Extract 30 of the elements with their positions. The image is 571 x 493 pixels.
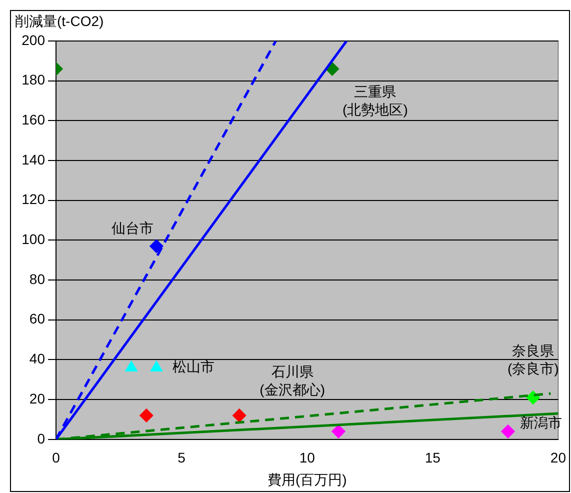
- point: [232, 408, 246, 422]
- point: [150, 239, 164, 253]
- point: [526, 390, 540, 404]
- x-axis-title: 費用(百万円): [267, 471, 347, 488]
- y-tick-label: 0: [37, 430, 46, 446]
- y-tick-label: 180: [22, 72, 46, 88]
- y-tick-label: 80: [29, 270, 46, 287]
- x-tick-label: 10: [299, 450, 316, 466]
- annotation: 松山市: [172, 358, 214, 375]
- y-axis-title: 削減量(t‐CO2): [15, 12, 104, 29]
- point: [140, 408, 154, 422]
- y-tick-label: 120: [22, 191, 46, 208]
- annotation: 仙台市: [111, 220, 154, 236]
- x-tick-label: 5: [178, 450, 186, 466]
- y-tick-label: 20: [29, 390, 46, 406]
- y-tick-label: 140: [22, 151, 46, 168]
- x-tick-label: 20: [550, 450, 566, 466]
- y-tick-label: 100: [22, 231, 46, 248]
- y-tick-label: 40: [29, 350, 46, 367]
- point: [332, 424, 346, 438]
- point: [501, 424, 515, 438]
- y-tick-label: 200: [22, 32, 46, 48]
- x-tick-label: 0: [52, 450, 60, 466]
- y-tick-label: 60: [29, 310, 46, 327]
- y-tick-label: 160: [22, 112, 46, 128]
- x-tick-label: 15: [424, 450, 441, 466]
- annotation: 新潟市: [520, 414, 562, 430]
- annotation: 三重県 (北勢地区): [342, 84, 408, 118]
- annotation: 石川県 (金沢都心): [260, 363, 325, 398]
- annotation: 奈良県 (奈良市): [507, 342, 559, 376]
